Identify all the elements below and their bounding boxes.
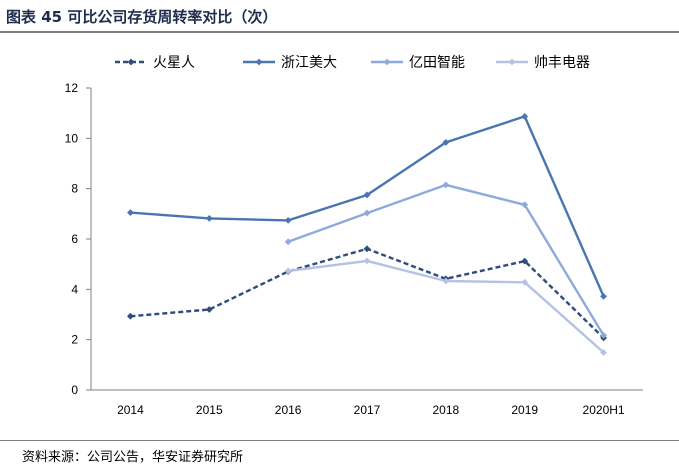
x-tick-label: 2018 <box>433 403 460 417</box>
data-point-marker <box>600 331 607 339</box>
data-point-marker <box>442 277 450 285</box>
legend-label: 帅丰电器 <box>534 55 590 71</box>
x-tick-label: 2015 <box>196 403 223 417</box>
data-point-marker <box>127 312 134 320</box>
data-point-marker <box>205 306 213 313</box>
figure-title: 图表 45 可比公司存货周转率对比（次） <box>6 8 278 26</box>
y-tick-label: 4 <box>71 282 78 296</box>
legend-swatch-marker <box>508 58 516 66</box>
legend-label: 浙江美大 <box>281 55 337 71</box>
y-tick-label: 0 <box>71 383 78 397</box>
data-point-marker <box>600 292 607 300</box>
legend-swatch-marker <box>255 58 263 66</box>
x-tick-label: 2019 <box>511 403 538 417</box>
x-tick-label: 2016 <box>275 403 302 417</box>
source-note: 资料来源：公司公告，华安证券研究所 <box>22 450 244 465</box>
data-point-marker <box>363 191 371 199</box>
y-tick-label: 12 <box>65 81 79 95</box>
legend-swatch-marker <box>383 58 391 66</box>
x-tick-label: 2017 <box>354 403 381 417</box>
series-group <box>284 257 607 356</box>
chart-legend: 火星人 浙江美大 亿田智能 帅丰电器 <box>115 55 590 71</box>
legend-label: 火星人 <box>153 55 195 71</box>
y-tick-label: 2 <box>71 333 78 347</box>
legend-item: 浙江美大 <box>243 55 337 71</box>
y-tick-label: 8 <box>71 182 78 196</box>
data-point-marker <box>127 209 134 216</box>
data-point-marker <box>521 113 529 120</box>
line-chart: 火星人 浙江美大 亿田智能 帅丰电器 0 2 4 6 8 10 12 2014 2015 2016 201… <box>65 55 643 417</box>
x-tick-label: 2014 <box>117 403 144 417</box>
series-line <box>287 259 605 354</box>
legend-item: 火星人 <box>115 55 195 71</box>
y-tick-label: 6 <box>71 232 78 246</box>
legend-label: 亿田智能 <box>409 55 465 71</box>
data-point-marker <box>363 209 371 217</box>
footer-divider <box>0 440 679 441</box>
data-point-marker <box>284 267 292 275</box>
data-point-marker <box>205 214 213 222</box>
data-point-marker <box>363 245 371 253</box>
data-point-marker <box>521 278 529 286</box>
chart-series <box>127 113 607 356</box>
chart-axes: 0 2 4 6 8 10 12 2014 2015 2016 2017 2018 2019 2020H1 <box>65 81 643 417</box>
series-group <box>127 113 607 300</box>
data-point-marker <box>363 257 371 265</box>
legend-item: 亿田智能 <box>371 55 465 71</box>
data-point-marker <box>284 216 292 224</box>
title-divider <box>0 31 679 33</box>
data-point-marker <box>442 181 450 189</box>
data-point-marker <box>284 238 292 246</box>
legend-swatch-marker <box>127 58 135 66</box>
data-point-marker <box>600 349 607 356</box>
legend-item: 帅丰电器 <box>496 55 590 71</box>
data-point-marker <box>521 201 529 209</box>
data-point-marker <box>442 138 450 146</box>
x-tick-label: 2020H1 <box>583 403 625 417</box>
y-tick-label: 10 <box>65 131 79 145</box>
series-line <box>287 183 605 337</box>
series-group <box>284 181 607 339</box>
